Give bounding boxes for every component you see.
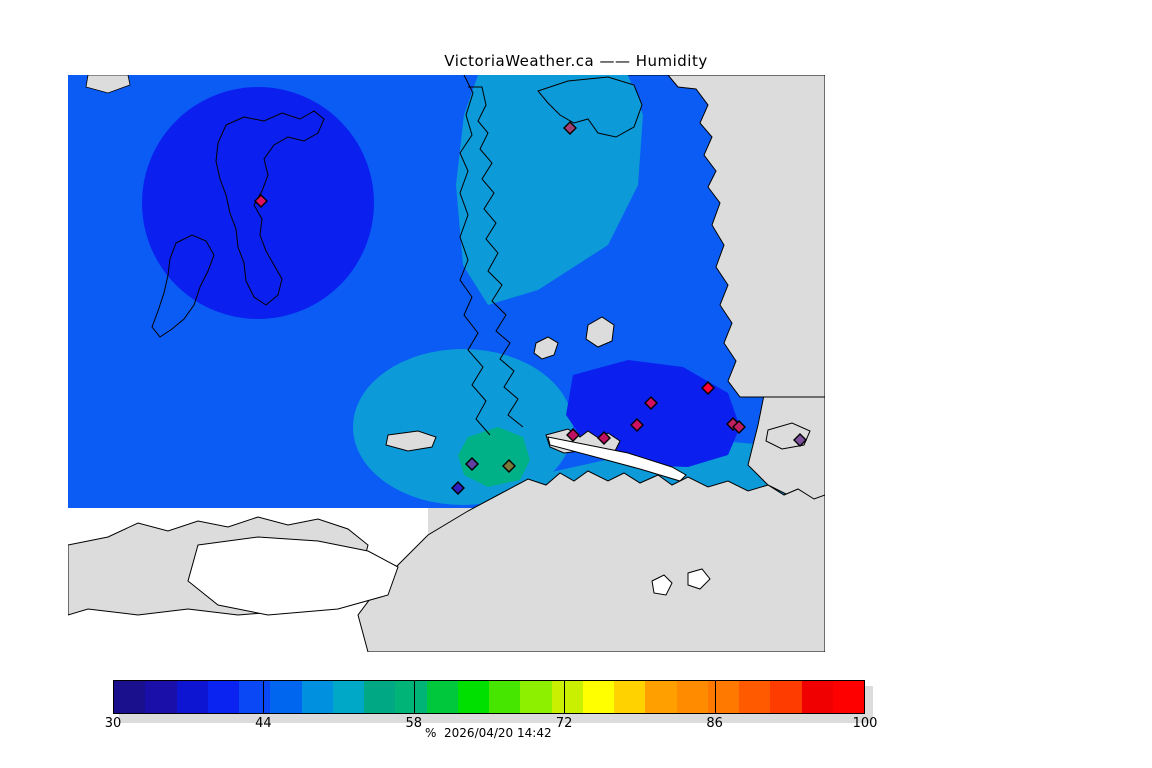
colorbar-segment-20 <box>739 681 771 713</box>
station-marker[interactable] <box>597 431 611 445</box>
colorbar-tick-label-44: 44 <box>255 716 272 731</box>
colorbar-tick-label-72: 72 <box>555 716 573 731</box>
station-marker[interactable] <box>502 459 516 473</box>
coast-north-west-edge <box>459 75 491 436</box>
nodata-inner-water <box>187 536 399 616</box>
colorbar-segment-11 <box>457 681 489 713</box>
colorbar-segment-17 <box>645 681 677 713</box>
band-51-58-north <box>456 75 643 305</box>
colorbar-tick-line-58 <box>413 680 415 714</box>
colorbar-segment-4 <box>239 681 271 713</box>
colorbar-segment-9 <box>395 681 427 713</box>
colorbar-segment-14 <box>551 681 583 713</box>
island-northwest-outline-2 <box>151 234 215 338</box>
colorbar-segment-15 <box>582 681 614 713</box>
colorbar-shadow-right <box>865 686 873 720</box>
colorbar-segment-5 <box>270 681 302 713</box>
page-title: VictoriaWeather.ca —— Humidity <box>444 52 708 70</box>
colorbar-caption: % 2026/04/20 14:42 <box>425 726 552 740</box>
station-marker[interactable] <box>732 420 746 434</box>
colorbar-segment-8 <box>364 681 396 713</box>
colorbar-tick-label-86: 86 <box>706 716 723 731</box>
colorbar[interactable]: 30 44 58 72 86 100 <box>105 680 877 731</box>
island-northwest-outline <box>215 110 325 306</box>
island-mid-small-2 <box>585 316 615 348</box>
colorbar-segment-18 <box>676 681 708 713</box>
station-markers[interactable] <box>254 121 807 495</box>
station-marker[interactable] <box>465 457 479 471</box>
colorbar-segment-3 <box>207 681 239 713</box>
land-northeast <box>628 75 825 398</box>
colorbar-shadow <box>119 714 871 723</box>
station-marker[interactable] <box>701 381 715 395</box>
station-marker[interactable] <box>451 481 465 495</box>
land-south-central <box>357 470 825 652</box>
station-marker[interactable] <box>254 194 268 208</box>
land-masses <box>68 75 825 652</box>
colorbar-segment-6 <box>301 681 333 713</box>
coast-detail-west <box>468 86 524 428</box>
island-south-1 <box>651 574 673 596</box>
colorbar-segment-23 <box>832 681 864 713</box>
island-west-strait <box>385 430 437 452</box>
colorbar-segment-12 <box>489 681 521 713</box>
colorbar-segment-2 <box>176 681 208 713</box>
colorbar-tick-line-86 <box>714 680 716 714</box>
station-marker[interactable] <box>566 428 580 442</box>
colorbar-segment-19 <box>707 681 739 713</box>
band-58-65-southshore <box>458 427 530 487</box>
map-canvas[interactable] <box>68 75 825 652</box>
map-panel[interactable] <box>68 75 825 652</box>
station-marker[interactable] <box>630 418 644 432</box>
colorbar-segment-16 <box>614 681 646 713</box>
station-marker[interactable] <box>793 433 807 447</box>
colorbar-segment-1 <box>145 681 177 713</box>
colorbar-gradient[interactable] <box>113 680 865 714</box>
station-marker[interactable] <box>644 396 658 410</box>
colorbar-segment-0 <box>114 681 146 713</box>
colorbar-tick-line-44 <box>263 680 265 714</box>
colorbar-segment-7 <box>332 681 364 713</box>
island-mid-small <box>533 336 559 360</box>
colorbar-segment-21 <box>770 681 802 713</box>
colorbar-segment-10 <box>426 681 458 713</box>
colorbar-segment-22 <box>801 681 833 713</box>
station-marker[interactable] <box>563 121 577 135</box>
colorbar-tick-label-58: 58 <box>405 716 423 731</box>
island-south-2 <box>687 568 711 590</box>
colorbar-tick-label-30: 30 <box>104 716 122 731</box>
inlet-top-left <box>85 75 131 94</box>
colorbar-tick-label-100: 100 <box>852 716 878 731</box>
colorbar-segment-13 <box>520 681 552 713</box>
inlet-north-peninsula <box>537 76 643 138</box>
colorbar-tick-line-72 <box>564 680 566 714</box>
